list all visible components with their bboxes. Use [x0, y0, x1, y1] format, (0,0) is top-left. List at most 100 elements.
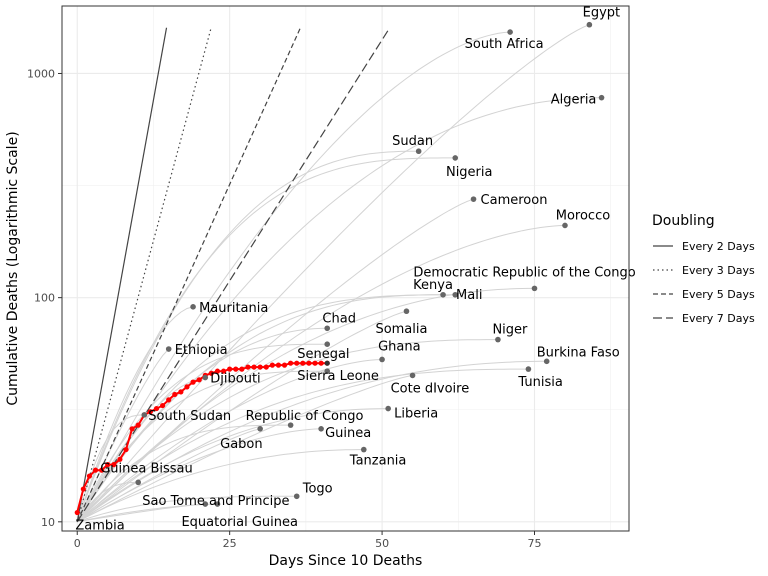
- label-zambia: Zambia: [75, 519, 124, 534]
- plot-panel-border: [61, 5, 630, 532]
- country-line-ethiopia: [76, 348, 170, 523]
- highlight-point: [105, 461, 111, 468]
- label-equatorial-guinea: Equatorial Guinea: [181, 515, 298, 530]
- country-line-tanzania: [76, 449, 364, 523]
- highlight-point: [74, 509, 80, 516]
- endpoint-burkina-faso: [543, 358, 550, 365]
- endpoint-morocco: [562, 222, 568, 229]
- country-line-djibouti: [76, 377, 206, 523]
- endpoint-tanzania: [360, 446, 367, 453]
- label-south-sudan: South Sudan: [148, 409, 231, 424]
- label-egypt: Egypt: [583, 6, 621, 21]
- country-line-republic-of-congo: [76, 424, 291, 523]
- highlight-point: [123, 446, 129, 453]
- highlight-point: [92, 467, 99, 473]
- highlight-point: [111, 461, 117, 468]
- highlight-point: [275, 362, 282, 368]
- endpoint-niger: [495, 336, 501, 343]
- label-chad: Chad: [322, 311, 356, 326]
- country-line-south-africa: [76, 31, 511, 523]
- legend-label-7-days: Every 7 Days: [682, 312, 755, 325]
- endpoint-equatorial-guinea: [214, 501, 221, 507]
- highlight-point: [300, 360, 306, 366]
- endpoint-south-africa: [507, 29, 513, 35]
- highlight-point: [172, 391, 178, 398]
- highlight-point: [166, 397, 172, 403]
- label-ghana: Ghana: [378, 339, 421, 354]
- label-tanzania: Tanzania: [349, 454, 407, 469]
- country-endpoints: [135, 21, 605, 507]
- country-line-senegal: [76, 343, 328, 523]
- legend-label-3-days: Every 3 Days: [682, 264, 755, 277]
- endpoint-algeria: [598, 94, 605, 101]
- legend: Doubling Every 2 Days Every 3 Days Every 5…: [652, 213, 755, 325]
- highlight-point: [239, 366, 245, 372]
- endpoint-guinea: [318, 425, 324, 432]
- legend-title: Doubling: [652, 213, 715, 229]
- country-line-mauritania: [76, 306, 194, 522]
- country-line-tunisia: [76, 368, 529, 523]
- label-morocco: Morocco: [556, 208, 610, 223]
- highlight-point: [208, 370, 214, 376]
- endpoint-kenya: [440, 291, 446, 298]
- endpoint-guinea-bissau: [135, 479, 142, 486]
- x-axis-title: Days Since 10 Deaths: [269, 553, 423, 569]
- highlight-point: [129, 426, 135, 432]
- label-guinea-bissau: Guinea Bissau: [100, 461, 193, 476]
- label-togo: Togo: [302, 481, 333, 496]
- highlight-point: [159, 402, 166, 409]
- label-somalia: Somalia: [375, 322, 427, 337]
- y-tick-label: 1000: [27, 67, 55, 80]
- label-senegal: Senegal: [297, 347, 349, 362]
- endpoint-nigeria: [452, 155, 459, 161]
- label-cote-divoire: Cote dIvoire: [391, 381, 470, 396]
- country-line-guinea: [76, 428, 322, 523]
- label-nigeria: Nigeria: [446, 165, 493, 180]
- highlight-point: [80, 486, 86, 492]
- label-burkina-faso: Burkina Faso: [537, 345, 620, 360]
- country-line-guinea-bissau: [76, 481, 139, 523]
- endpoint-somalia: [403, 308, 410, 315]
- endpoint-mali: [452, 291, 459, 298]
- endpoint-republic-of-congo: [287, 422, 294, 428]
- label-algeria: Algeria: [551, 93, 597, 108]
- label-liberia: Liberia: [394, 407, 438, 422]
- label-republic-of-congo: Republic of Congo: [246, 409, 364, 424]
- country-lines: [76, 24, 602, 523]
- endpoint-senegal: [324, 341, 331, 347]
- endpoint-sudan: [415, 148, 422, 155]
- label-djibouti: Djibouti: [210, 372, 260, 387]
- highlight-point: [269, 362, 275, 368]
- highlight-series: [74, 360, 330, 516]
- highlight-point: [190, 379, 196, 385]
- x-tick-label: 75: [528, 537, 542, 550]
- y-axis-title: Cumulative Deaths (Logarithmic Scale): [5, 131, 21, 405]
- country-line-nigeria: [76, 157, 456, 522]
- highlight-point: [99, 467, 105, 473]
- highlight-point: [220, 368, 227, 374]
- highlight-point: [312, 360, 318, 366]
- highlight-point: [294, 360, 300, 366]
- endpoint-togo: [293, 493, 300, 500]
- country-line-somalia: [76, 310, 407, 523]
- country-labels: Egypt South Africa Algeria Sudan Nigeria Came…: [75, 6, 635, 534]
- highlight-point: [196, 377, 202, 383]
- highlight-point: [251, 364, 257, 370]
- highlight-point: [233, 366, 239, 372]
- highlight-point: [214, 368, 221, 374]
- endpoint-sao-tome-and-principe: [202, 501, 209, 507]
- country-line-cote-divoire: [76, 374, 413, 523]
- endpoint-egypt: [586, 21, 593, 28]
- country-line-equatorial-guinea: [77, 503, 218, 523]
- endpoint-cameroon: [470, 196, 477, 202]
- highlight-point: [318, 360, 324, 366]
- doubling-line-2-days: [76, 27, 168, 522]
- legend-label-2-days: Every 2 Days: [682, 240, 755, 253]
- highlight-point: [288, 360, 294, 366]
- highlight-point: [257, 364, 263, 370]
- endpoint-djibouti: [202, 374, 209, 381]
- label-kenya: Kenya: [413, 278, 453, 293]
- highlight-point: [178, 389, 184, 395]
- highlight-point: [263, 364, 269, 370]
